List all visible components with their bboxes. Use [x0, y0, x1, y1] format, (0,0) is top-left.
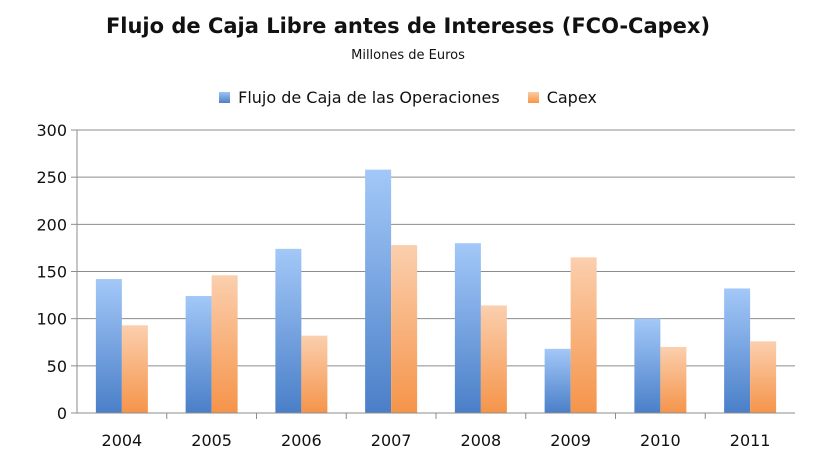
bar-capex: [480, 305, 507, 413]
bar-operaciones: [454, 243, 481, 413]
bar-capex: [301, 335, 328, 413]
x-tick-label: 2009: [550, 431, 591, 450]
chart-subtitle: Millones de Euros: [351, 48, 465, 63]
legend-label-operaciones: Flujo de Caja de las Operaciones: [238, 88, 500, 107]
x-tick-label: 2004: [102, 431, 143, 450]
bar-operaciones: [544, 348, 571, 413]
x-tick-label: 2008: [461, 431, 502, 450]
legend-swatch-operaciones: [219, 92, 231, 103]
y-tick-label: 250: [36, 168, 67, 187]
bar-operaciones: [275, 248, 302, 413]
legend-label-capex: Capex: [546, 88, 597, 107]
bar-capex: [121, 325, 148, 413]
x-tick-label: 2010: [640, 431, 681, 450]
y-tick-label: 150: [36, 263, 67, 282]
x-tick-label: 2007: [371, 431, 412, 450]
x-tick-label: 2006: [281, 431, 322, 450]
bar-capex: [211, 275, 238, 413]
legend-swatch-capex: [527, 92, 539, 103]
legend-item-operaciones: Flujo de Caja de las Operaciones: [219, 88, 500, 107]
bar-operaciones: [634, 318, 661, 413]
chart-legend: Flujo de Caja de las Operaciones Capex: [0, 88, 816, 107]
x-tick-label: 2005: [191, 431, 232, 450]
y-tick-label: 50: [47, 357, 67, 376]
bar-capex: [660, 346, 687, 413]
legend-item-capex: Capex: [527, 88, 597, 107]
bar-operaciones: [724, 288, 751, 413]
y-tick-label: 0: [57, 404, 67, 423]
bar-capex: [570, 257, 597, 413]
chart-title: Flujo de Caja Libre antes de Intereses (…: [105, 14, 711, 38]
x-tick-label: 2011: [730, 431, 771, 450]
bar-operaciones: [95, 279, 122, 413]
bar-capex: [391, 245, 418, 413]
y-tick-label: 200: [36, 215, 67, 234]
bar-capex: [750, 341, 777, 413]
bar-operaciones: [185, 296, 212, 413]
y-tick-label: 300: [36, 121, 67, 140]
bar-operaciones: [365, 169, 392, 413]
y-tick-label: 100: [36, 310, 67, 329]
